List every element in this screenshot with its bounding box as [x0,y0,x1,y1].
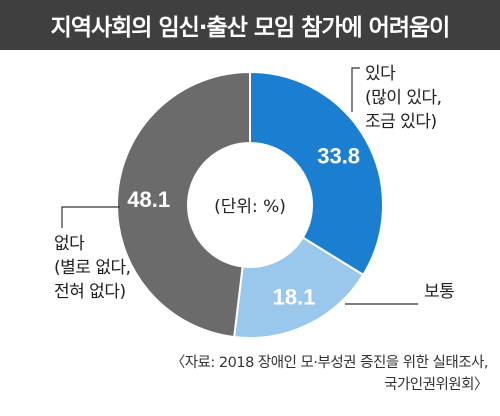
value-label-yes: 33.8 [317,144,360,169]
label-normal-line: 보통 [424,282,455,302]
label-no-line: 없다 [54,234,85,254]
donut-chart: 33.8 18.1 48.1 (단위: %) 있다 (많이 있다, 조금 있다) 보통… [0,50,500,360]
source-line-1: 〈자료: 2018 장애인 모·부성권 증진을 위한 실태조사, [170,355,489,371]
label-no-line: (별로 없다, [54,258,131,278]
label-normal: 보통 [424,280,455,304]
chart-title: 지역사회의 임신·출산 모임 참가에 어려움이 [0,0,500,50]
slice-yes [249,70,384,277]
label-no: 없다 (별로 없다, 전혀 없다) [54,232,131,304]
value-label-no: 48.1 [127,187,170,212]
slice-normal [233,236,365,339]
label-no-line: 전혀 없다) [54,282,126,302]
label-yes-line: 조금 있다) [365,112,437,132]
leader-line-no [61,206,120,228]
unit-note: (단위: %) [214,197,286,217]
source-line-2: 국가인권위원회〉 [384,377,488,393]
source-note: 〈자료: 2018 장애인 모·부성권 증진을 위한 실태조사, 국가인권위원회… [48,352,489,396]
label-yes-line: (많이 있다, [365,88,442,108]
donut-chart-svg: 33.8 18.1 48.1 (단위: %) [61,67,418,339]
label-yes: 있다 (많이 있다, 조금 있다) [365,62,442,134]
value-label-normal: 18.1 [273,284,316,309]
slice-no [116,70,251,339]
label-yes-line: 있다 [365,64,396,84]
leader-line-yes [351,67,360,112]
